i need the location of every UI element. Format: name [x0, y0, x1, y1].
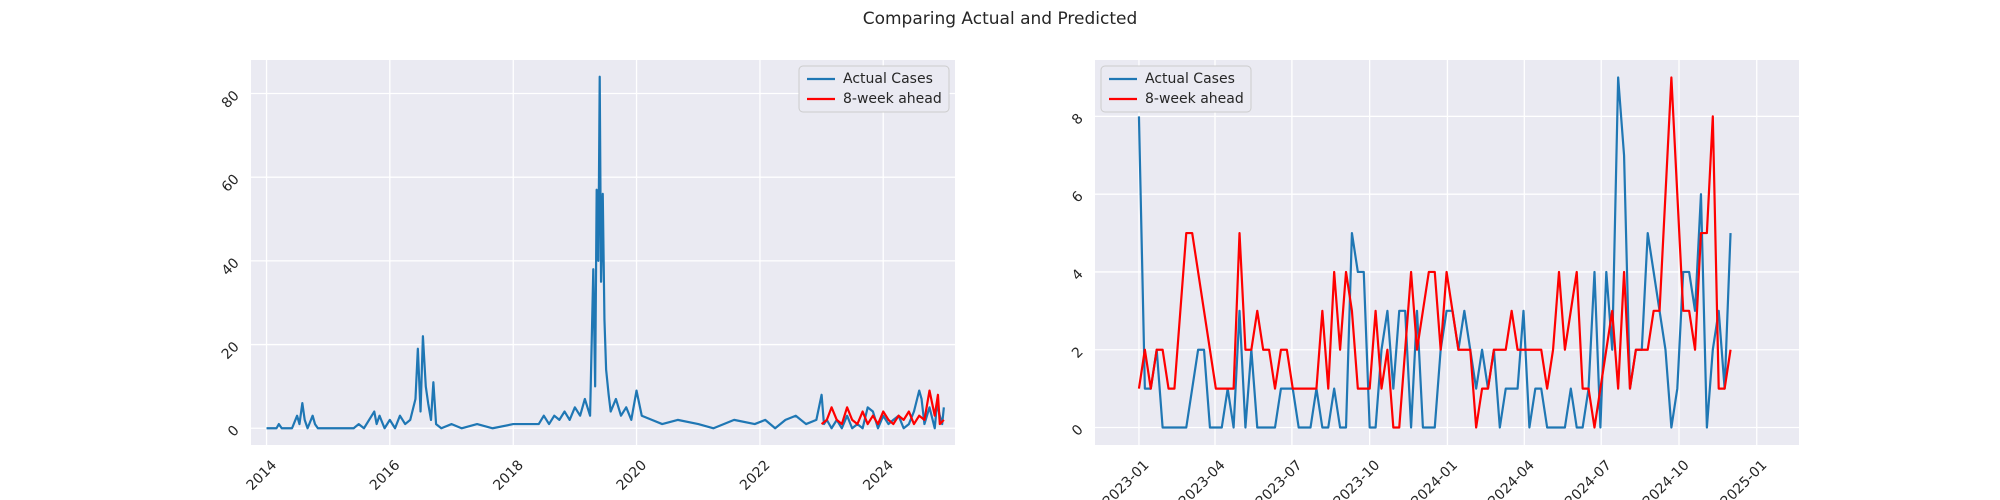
x-tick-label: 2024-10: [1640, 457, 1693, 500]
legend-box: [1100, 65, 1252, 113]
legend-box: [798, 65, 950, 113]
x-tick-label: 2023-01: [1100, 457, 1153, 500]
x-tick-label: 2023-07: [1253, 457, 1306, 500]
legend-label: 8-week ahead: [1145, 91, 1244, 107]
x-tick-label: 2024-04: [1485, 457, 1538, 500]
x-tick-label: 2014: [244, 457, 281, 494]
y-tick-label: 80: [219, 88, 243, 112]
chart-1: 2014 2016 2018 2020 2022 2024 0 20 40 60 80 Actual …: [219, 60, 955, 494]
x-tick-label: 2018: [490, 457, 527, 494]
legend: Actual Cases 8-week ahead: [1100, 65, 1252, 113]
x-tick-label: 2023-04: [1176, 457, 1229, 500]
legend-label: Actual Cases: [1145, 71, 1235, 87]
y-tick-label: 4: [1069, 266, 1087, 284]
legend-label: Actual Cases: [843, 71, 933, 87]
series-line-eight-week-ahead: [820, 389, 945, 426]
x-tick-label: 2023-10: [1331, 457, 1384, 500]
x-tick-label: 2024-01: [1408, 457, 1461, 500]
y-tick-label: 60: [219, 172, 243, 196]
legend-label: 8-week ahead: [843, 91, 942, 107]
y-tick-label: 2: [1069, 344, 1087, 362]
x-tick-label: 2024-07: [1562, 457, 1615, 500]
series-line-eight-week-ahead: [1137, 76, 1732, 429]
x-tick-label: 2022: [737, 457, 774, 494]
y-tick-label: 8: [1069, 111, 1087, 129]
y-tick-label: 0: [225, 423, 243, 441]
y-tick-label: 0: [1069, 422, 1087, 440]
chart-2: 2023-01 2023-04 2023-07 2023-10 2024-01 2024-…: [1069, 60, 1799, 500]
x-tick-label: 2016: [367, 457, 404, 494]
x-tick-label: 2024: [860, 457, 897, 494]
x-tick-label: 2020: [614, 457, 651, 494]
legend: Actual Cases 8-week ahead: [798, 65, 950, 113]
figure-title: Comparing Actual and Predicted: [863, 9, 1138, 29]
y-tick-label: 20: [219, 339, 243, 363]
y-tick-label: 40: [219, 255, 243, 279]
series-line-actual-cases: [266, 75, 945, 430]
x-tick-label: 2025-01: [1718, 457, 1771, 500]
y-tick-label: 6: [1069, 188, 1087, 206]
